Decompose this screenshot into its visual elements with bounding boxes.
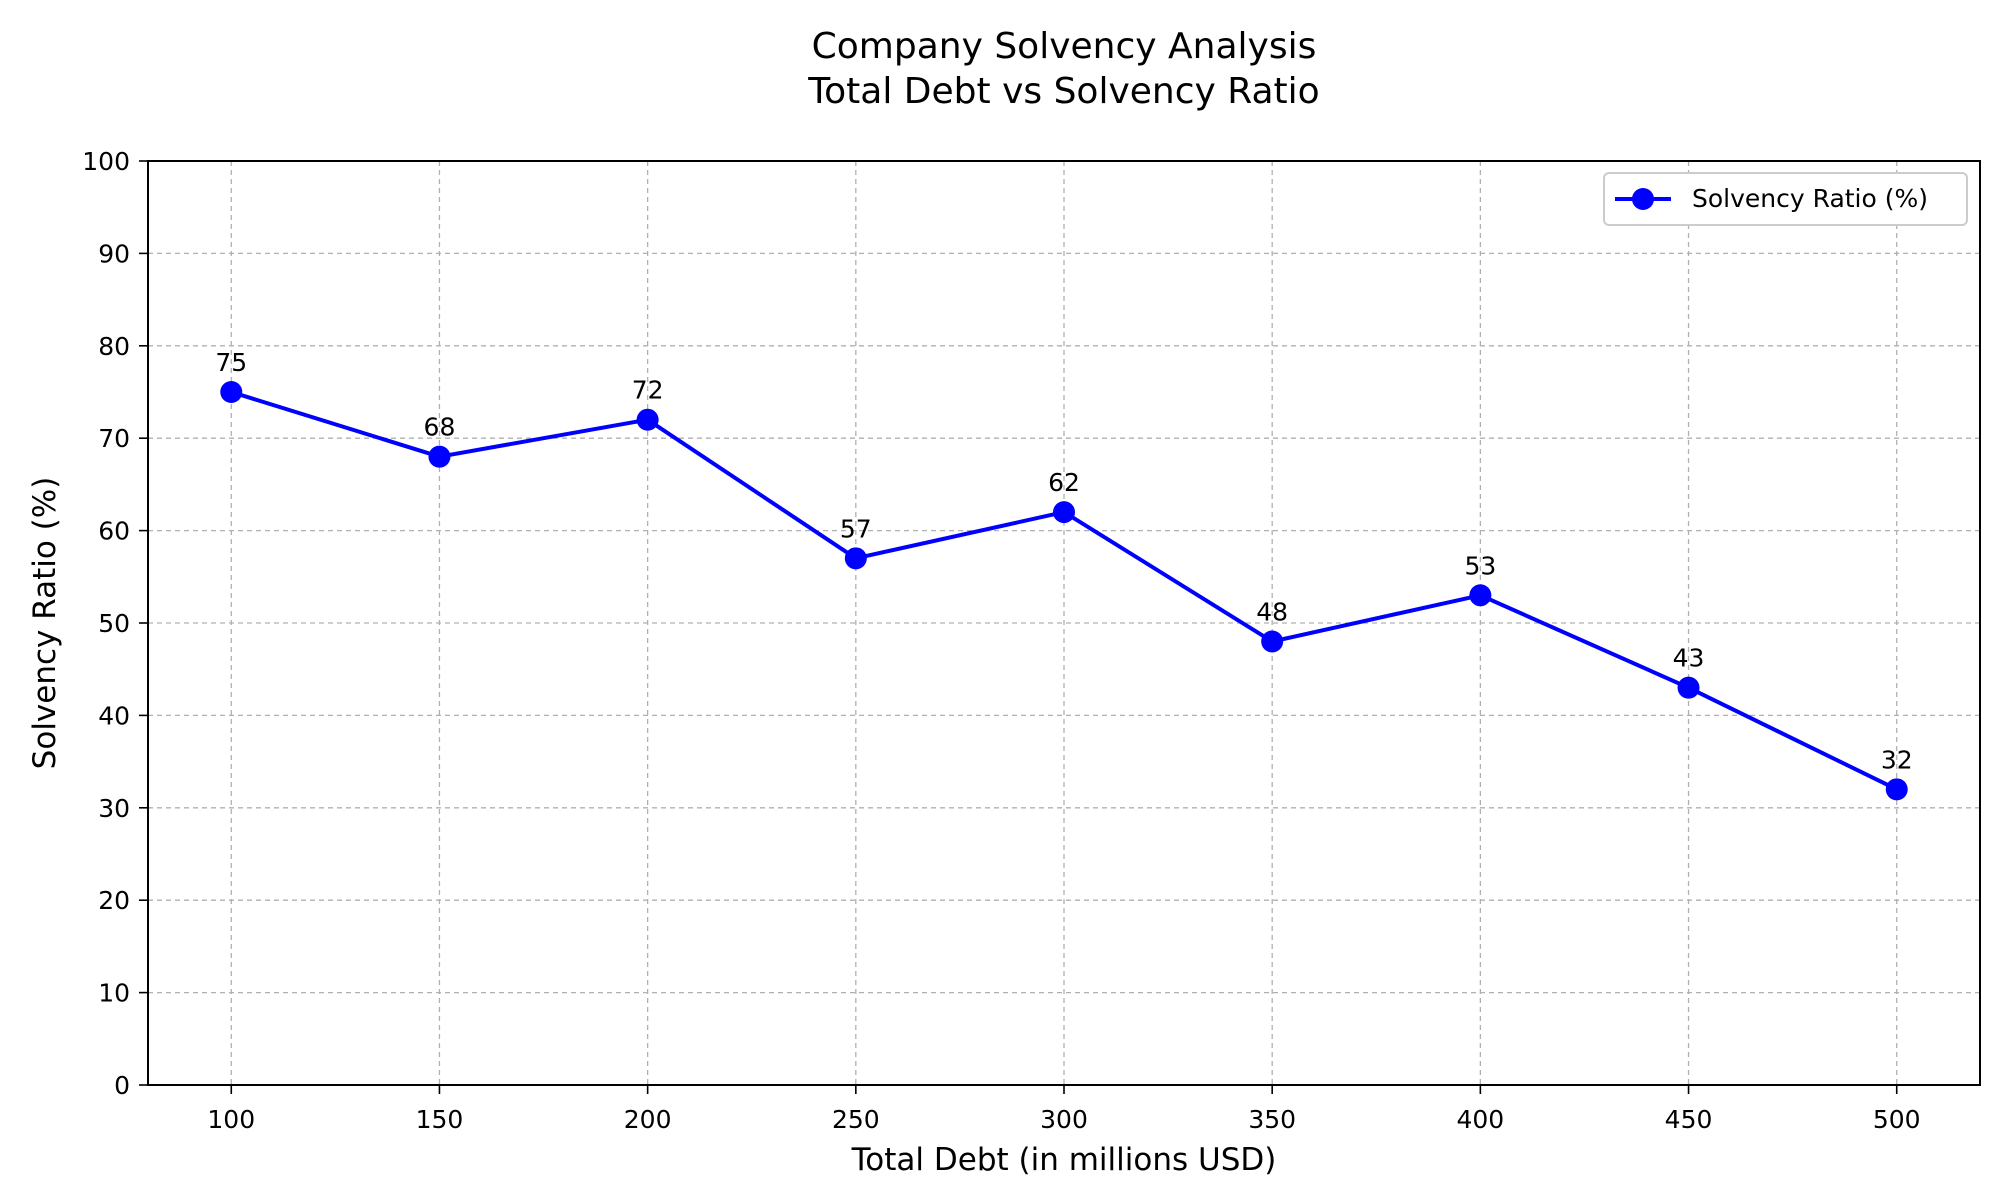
- x-tick-label: 250: [832, 1105, 880, 1134]
- data-label: 57: [840, 514, 872, 543]
- y-tick-label: 0: [114, 1071, 130, 1100]
- y-tick-label: 70: [98, 424, 130, 453]
- data-point: [1053, 501, 1075, 524]
- data-label: 32: [1881, 745, 1913, 774]
- data-point: [636, 408, 659, 431]
- data-point: [220, 381, 243, 403]
- y-tick-label: 100: [82, 147, 130, 176]
- y-tick-label: 40: [98, 701, 130, 730]
- y-axis-label: Solvency Ratio (%): [27, 477, 63, 770]
- data-point: [1885, 778, 1908, 801]
- data-label: 43: [1673, 644, 1705, 673]
- x-tick-label: 350: [1248, 1105, 1296, 1134]
- data-point: [428, 445, 451, 468]
- chart-title: Company Solvency Analysis: [812, 26, 1317, 67]
- y-tick-label: 10: [98, 979, 130, 1008]
- data-label: 72: [632, 376, 664, 405]
- x-tick-label: 500: [1873, 1105, 1921, 1134]
- data-point: [1469, 584, 1492, 607]
- x-tick-label: 200: [624, 1105, 672, 1134]
- y-tick-label: 90: [98, 239, 130, 268]
- y-tick-label: 80: [98, 332, 130, 361]
- x-axis-label: Total Debt (in millions USD): [851, 1142, 1277, 1178]
- data-point: [844, 547, 867, 570]
- legend-marker-swatch: [1632, 188, 1654, 210]
- legend-box: [1603, 172, 1968, 226]
- data-point: [1261, 630, 1284, 653]
- data-label: 62: [1048, 468, 1080, 497]
- plot-frame: [147, 160, 1981, 1086]
- data-point: [1677, 676, 1700, 699]
- axis-ticks: 100 150 200 250 300 350 400 450 500 0 10 20 30 40 50 60…: [82, 147, 1920, 1134]
- x-tick-label: 300: [1040, 1105, 1088, 1134]
- legend: Solvency Ratio (%): [1603, 172, 1968, 226]
- grid: [148, 160, 1980, 1086]
- legend-label: Solvency Ratio (%): [1692, 184, 1928, 213]
- chart-subtitle: Total Debt vs Solvency Ratio: [807, 71, 1319, 112]
- data-label: 48: [1256, 597, 1288, 626]
- x-tick-label: 150: [416, 1105, 464, 1134]
- x-tick-label: 400: [1457, 1105, 1505, 1134]
- data-label: 53: [1464, 551, 1496, 580]
- y-tick-label: 30: [98, 794, 130, 823]
- y-tick-label: 20: [98, 886, 130, 915]
- series: [220, 381, 1908, 801]
- y-tick-label: 50: [98, 609, 130, 638]
- data-labels: 75 68 72 57 62 48 53 43 32: [215, 348, 1912, 774]
- y-tick-label: 60: [98, 517, 130, 546]
- data-label: 68: [424, 413, 456, 442]
- x-tick-label: 450: [1665, 1105, 1713, 1134]
- data-label: 75: [215, 348, 247, 377]
- x-tick-label: 100: [207, 1105, 255, 1134]
